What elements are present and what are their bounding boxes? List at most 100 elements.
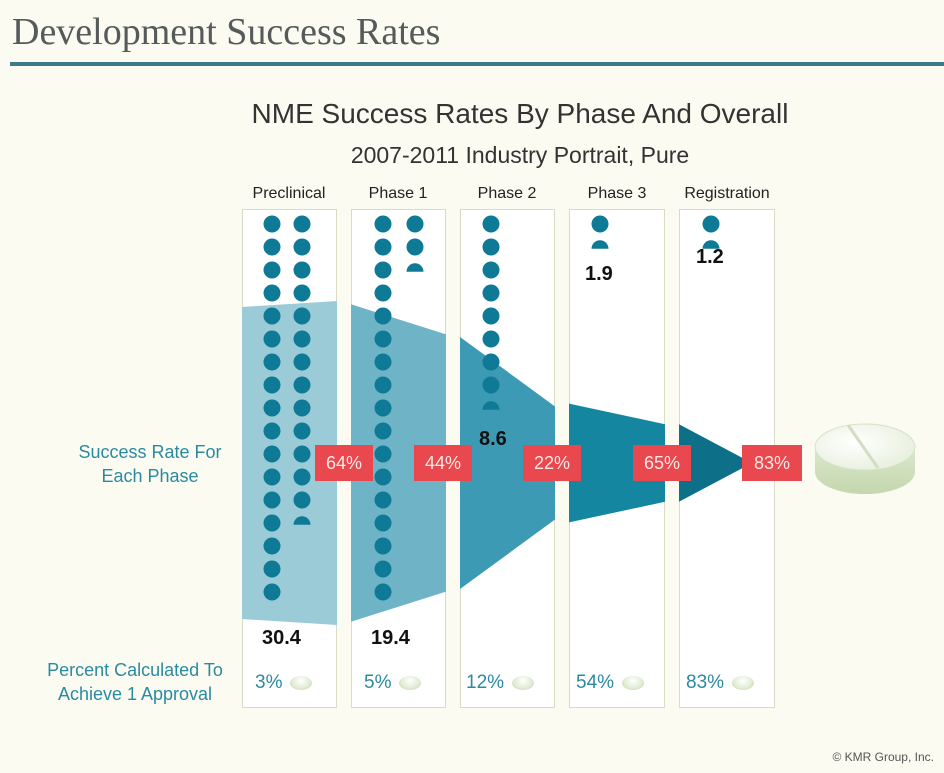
approval-percent-value: 3% bbox=[255, 672, 283, 693]
compound-dot-icon bbox=[374, 284, 392, 302]
chart-title: NME Success Rates By Phase And Overall bbox=[251, 98, 789, 129]
column-header-phase-3: Phase 3 bbox=[587, 185, 647, 202]
compound-dot-icon bbox=[293, 468, 311, 486]
funnel-segment-phase-2 bbox=[460, 336, 555, 590]
column-header-registration: Registration bbox=[684, 185, 770, 202]
approval-percent-phase-3: 54% bbox=[576, 672, 645, 694]
approval-percent-phase-2: 12% bbox=[466, 672, 535, 694]
compound-dot-icon bbox=[263, 468, 281, 486]
compound-dot-icon bbox=[482, 330, 500, 348]
compound-dot-icon bbox=[293, 307, 311, 325]
compound-dot-icon bbox=[482, 376, 500, 394]
compound-dot-icon bbox=[263, 560, 281, 578]
compound-dot-icon bbox=[406, 215, 424, 233]
compound-dot-icon bbox=[591, 215, 609, 233]
compound-dot-icon bbox=[293, 491, 311, 509]
compound-dot-icon bbox=[263, 491, 281, 509]
compound-dot-icon bbox=[263, 330, 281, 348]
compound-dot-icon bbox=[374, 491, 392, 509]
compound-dot-icon bbox=[482, 284, 500, 302]
compound-dot-icon bbox=[406, 238, 424, 256]
success-rate-badge-preclinical: 64% bbox=[315, 445, 373, 481]
compound-dot-icon bbox=[374, 330, 392, 348]
compound-dot-icon bbox=[374, 307, 392, 325]
compound-dot-icon bbox=[374, 468, 392, 486]
value-label-phase-2: 8.6 bbox=[479, 428, 507, 450]
compound-dot-icon bbox=[293, 215, 311, 233]
compound-dot-icon bbox=[374, 583, 392, 601]
compound-dot-icon bbox=[263, 238, 281, 256]
compound-dot-icon bbox=[374, 215, 392, 233]
compound-dot-icon bbox=[374, 422, 392, 440]
chart-subtitle: 2007-2011 Industry Portrait, Pure bbox=[350, 142, 690, 168]
column-header-phase-1: Phase 1 bbox=[368, 185, 428, 202]
approval-percent-registration: 83% bbox=[686, 672, 755, 694]
compound-dot-icon bbox=[374, 514, 392, 532]
approval-percent-phase-1: 5% bbox=[364, 672, 422, 694]
success-rate-row-label-line2: Each Phase bbox=[101, 466, 199, 486]
compound-dot-icon bbox=[374, 399, 392, 417]
value-label-phase-3: 1.9 bbox=[585, 263, 613, 285]
compound-dot-icon bbox=[263, 215, 281, 233]
compound-dot-icon bbox=[293, 422, 311, 440]
approval-percent-value: 5% bbox=[364, 672, 392, 693]
compound-dot-icon bbox=[374, 261, 392, 279]
funnel-segment-registration bbox=[679, 424, 752, 502]
compound-dot-icon bbox=[293, 284, 311, 302]
success-rate-badge-phase-3: 65% bbox=[633, 445, 691, 481]
compound-dot-icon bbox=[263, 353, 281, 371]
compound-dot-icon bbox=[482, 238, 500, 256]
compound-dot-icon bbox=[263, 261, 281, 279]
pill-icon bbox=[814, 423, 916, 494]
compound-dot-icon bbox=[263, 583, 281, 601]
compound-dot-icon bbox=[374, 445, 392, 463]
approval-percent-value: 12% bbox=[466, 672, 505, 693]
compound-dot-icon bbox=[263, 376, 281, 394]
compound-dot-icon bbox=[293, 376, 311, 394]
compound-dot-icon-partial bbox=[482, 401, 500, 410]
compound-dot-icon bbox=[263, 422, 281, 440]
compound-dot-icon bbox=[482, 307, 500, 325]
compound-dot-icon bbox=[702, 215, 720, 233]
approval-percent-value: 54% bbox=[576, 672, 615, 693]
success-rate-badge-phase-2: 22% bbox=[523, 445, 581, 481]
approval-percent-value: 83% bbox=[686, 672, 725, 693]
compound-dot-icon bbox=[293, 238, 311, 256]
compound-dot-icon bbox=[374, 376, 392, 394]
compound-dot-icon bbox=[482, 261, 500, 279]
compound-dot-icon-partial bbox=[591, 240, 609, 249]
page-title: Development Success Rates bbox=[12, 11, 441, 53]
pill-icon bbox=[399, 675, 422, 690]
pill-icon bbox=[512, 675, 535, 690]
copyright: © KMR Group, Inc. bbox=[832, 750, 934, 764]
value-label-preclinical: 30.4 bbox=[262, 627, 301, 649]
title-rule bbox=[10, 62, 944, 66]
success-rate-badge-phase-1: 44% bbox=[414, 445, 472, 481]
compound-dot-icon-partial bbox=[702, 240, 720, 249]
column-header-preclinical: Preclinical bbox=[252, 185, 326, 202]
compound-dot-icon bbox=[374, 238, 392, 256]
approval-percent-preclinical: 3% bbox=[255, 672, 313, 694]
compound-dot-icon bbox=[374, 537, 392, 555]
pill-icon bbox=[732, 675, 755, 690]
value-label-phase-1: 19.4 bbox=[371, 627, 410, 649]
column-header-phase-2: Phase 2 bbox=[477, 185, 537, 202]
compound-dot-icon bbox=[374, 560, 392, 578]
funnel-segment-phase-3 bbox=[569, 403, 665, 523]
success-rate-badge-registration: 83% bbox=[742, 445, 802, 481]
compound-dot-icon-partial bbox=[293, 516, 311, 525]
compound-dot-icon bbox=[293, 399, 311, 417]
compound-dot-icon bbox=[482, 215, 500, 233]
approval-row-label-line2: Achieve 1 Approval bbox=[57, 684, 213, 704]
compound-dot-icon bbox=[263, 284, 281, 302]
compound-dot-icon bbox=[263, 399, 281, 417]
approval-row-label-line1: Percent Calculated To bbox=[47, 660, 223, 680]
value-label-registration: 1.2 bbox=[696, 246, 724, 268]
success-rate-row-label-line1: Success Rate For bbox=[78, 442, 222, 462]
compound-dot-icon bbox=[263, 514, 281, 532]
compound-dot-icon bbox=[482, 353, 500, 371]
compound-dot-icon bbox=[263, 445, 281, 463]
compound-dot-icon bbox=[263, 537, 281, 555]
approval-row-label: Percent Calculated To Achieve 1 Approval bbox=[10, 658, 260, 706]
